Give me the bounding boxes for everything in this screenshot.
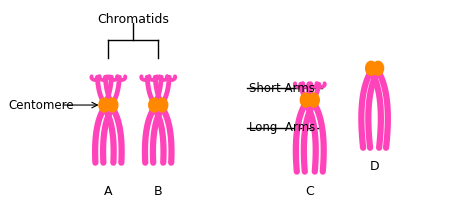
Text: Centomere: Centomere bbox=[9, 99, 74, 111]
Text: Short Arms: Short Arms bbox=[249, 82, 315, 95]
Ellipse shape bbox=[308, 93, 319, 107]
Text: D: D bbox=[370, 160, 379, 173]
Text: Chromatids: Chromatids bbox=[97, 13, 169, 26]
Ellipse shape bbox=[107, 98, 118, 112]
Ellipse shape bbox=[365, 61, 376, 75]
Text: C: C bbox=[305, 184, 314, 198]
Ellipse shape bbox=[373, 61, 383, 75]
Text: B: B bbox=[154, 184, 163, 198]
Ellipse shape bbox=[99, 98, 110, 112]
Text: Long  Arms: Long Arms bbox=[249, 121, 315, 134]
Text: A: A bbox=[104, 184, 113, 198]
Ellipse shape bbox=[301, 93, 311, 107]
Ellipse shape bbox=[149, 98, 160, 112]
Ellipse shape bbox=[157, 98, 168, 112]
